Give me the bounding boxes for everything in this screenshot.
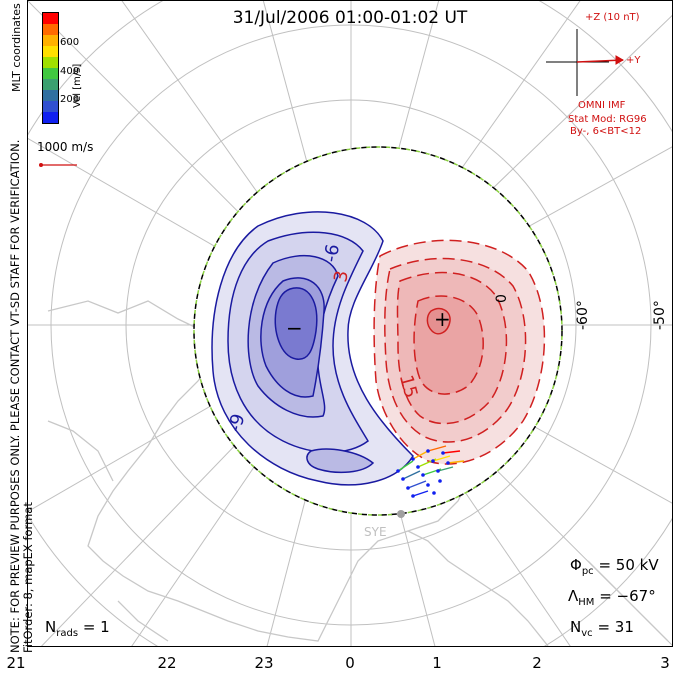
phi-sub: pc (581, 566, 594, 577)
imf-dial (546, 29, 625, 96)
contour-label-neg-b: -9 (225, 412, 250, 435)
nvc-value: = 31 (597, 618, 634, 636)
negative-potential-cell (211, 211, 414, 486)
potential-min-mark: − (286, 316, 303, 340)
mlt-hour-0: 0 (345, 654, 355, 672)
legend-tick-600: 600 (60, 37, 80, 48)
legend-colorbar (42, 12, 59, 124)
potential-max-mark: + (434, 307, 451, 331)
latitude-label-60: -60° (575, 300, 591, 330)
vector-count: Nvc = 31 (570, 618, 634, 639)
mlt-hour-3: 3 (660, 654, 670, 672)
coastline (47, 300, 669, 646)
imf-z-label: +Z (10 nT) (585, 12, 640, 23)
contour-label-pos-a: 3 (330, 269, 353, 284)
imf-model-line2: By-, 6<BT<12 (570, 126, 642, 137)
vector-origin-dots (396, 449, 450, 498)
radar-station-marker (397, 510, 405, 518)
phi-value: = 50 kV (598, 556, 659, 574)
vector-scale-label: 1000 m/s (37, 140, 94, 154)
nrads-sub: rads (56, 628, 79, 639)
contour-label-pos-c: 0 (494, 294, 510, 303)
vector-scale (39, 163, 77, 167)
convection-map: − + -6 -9 3 15 0 (28, 1, 672, 646)
mlt-hour-22: 22 (157, 654, 177, 672)
nvc-symbol: N (570, 618, 582, 636)
imf-model-line1: Stat Mod: RG96 (568, 114, 647, 125)
nrads-value: = 1 (82, 618, 110, 636)
legend-tick-200: 200 (60, 94, 80, 105)
lambda-value: = −67° (599, 587, 656, 605)
mlt-hour-23: 23 (254, 654, 274, 672)
lambda-sub: HM (578, 597, 595, 608)
mlt-hour-2: 2 (532, 654, 542, 672)
imf-y-label: +Y (626, 55, 641, 66)
legend-tick-400: 400 (60, 66, 80, 77)
latitude-label-50: -50° (652, 300, 668, 330)
lambda-symbol: Λ (568, 587, 579, 605)
nvc-sub: vc (581, 628, 593, 639)
station-label: SYE (364, 525, 387, 539)
imf-source-label: OMNI IMF (578, 100, 626, 111)
velocity-legend (42, 12, 59, 124)
mlt-hour-1: 1 (432, 654, 442, 672)
hm-boundary-latitude: ΛHM = −67° (568, 587, 656, 608)
mlt-hour-21: 21 (6, 654, 26, 672)
coordinates-label: MLT coordinates (10, 3, 23, 92)
cross-polar-potential: Φpc = 50 kV (570, 556, 659, 577)
map-title: 31/Jul/2006 01:00-01:02 UT (232, 8, 468, 28)
preview-note: NOTE: FOR PREVIEW PURPOSES ONLY. PLEASE … (8, 13, 35, 653)
convection-map-frame: − + -6 -9 3 15 0 (27, 0, 673, 647)
positive-potential-cell (373, 239, 546, 465)
nrads-symbol: N (45, 618, 57, 636)
preview-note-line2: FitOrder: 8, mapEX format (21, 502, 35, 653)
contour-label-neg-a: -6 (320, 243, 344, 264)
phi-symbol: Φ (570, 556, 582, 574)
radar-count: Nrads = 1 (45, 618, 110, 639)
legend-unit-label: Vel [m/s] (72, 63, 83, 108)
